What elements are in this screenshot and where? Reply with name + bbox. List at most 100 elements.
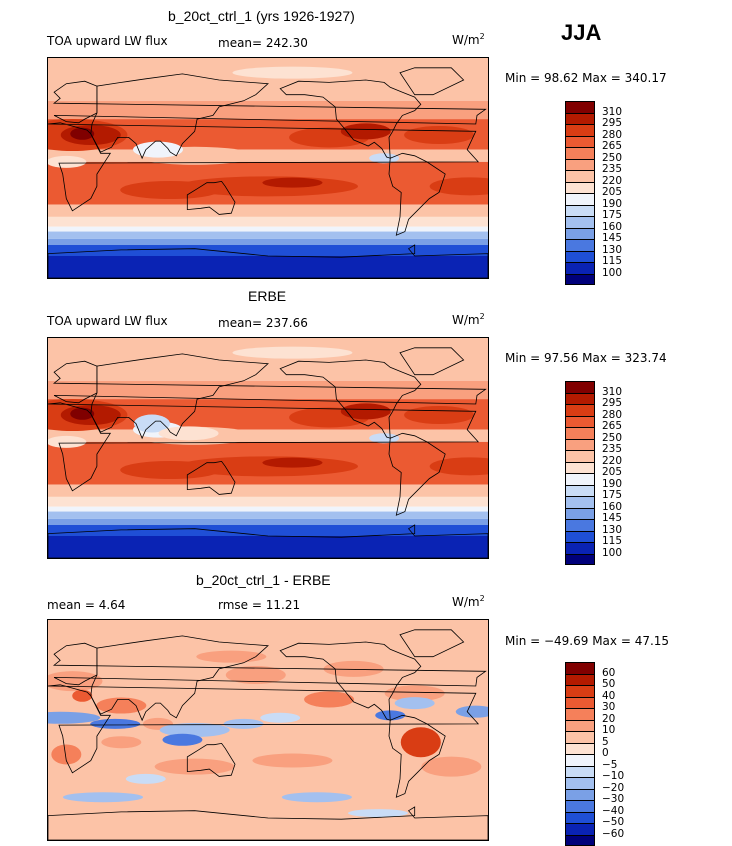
field-blob	[262, 457, 323, 468]
latitude-band	[48, 100, 488, 120]
colorbar-swatch	[565, 381, 595, 393]
colorbar-swatch	[565, 662, 595, 674]
panel-units-model: W/m2	[452, 32, 485, 47]
negative-anomaly	[223, 718, 264, 729]
colorbar-swatch	[565, 181, 595, 193]
coastline	[52, 80, 487, 125]
field-blob	[133, 414, 170, 433]
coastline	[90, 73, 269, 160]
coastline	[279, 79, 422, 159]
colorbar-swatch	[565, 507, 595, 519]
colorbar-swatch	[565, 542, 595, 554]
minmax-obs: Min = 97.56 Max = 323.74	[505, 351, 667, 365]
map-model-plot	[48, 58, 488, 278]
colorbar-diff	[565, 662, 595, 846]
latitude-band	[48, 216, 488, 227]
coastline	[388, 432, 446, 516]
colorbar-label: 265	[602, 140, 623, 152]
colorbar-swatch	[565, 101, 595, 113]
coastline	[48, 244, 488, 278]
positive-anomaly	[384, 685, 445, 702]
coastline	[48, 806, 488, 840]
negative-anomaly	[48, 711, 101, 724]
coastline	[388, 714, 446, 798]
colorbar-swatch	[565, 158, 595, 170]
colorbar-label: 310	[602, 385, 623, 398]
coastline	[186, 460, 236, 495]
colorbar-label: 115	[602, 535, 623, 547]
colorbar-label: 205	[602, 466, 623, 478]
colorbar-label: 175	[602, 209, 623, 221]
colorbar-label: 295	[602, 117, 623, 129]
field-blob	[232, 346, 353, 359]
latitude-band	[48, 511, 488, 519]
colorbar-swatch	[565, 204, 595, 216]
colorbar-swatch	[565, 135, 595, 147]
colorbar-label: −20	[602, 781, 625, 794]
colorbar-swatch	[565, 438, 595, 450]
colorbar-model	[565, 101, 595, 285]
colorbar-swatch	[565, 685, 595, 697]
colorbar-swatch	[565, 484, 595, 496]
positive-anomaly	[225, 666, 286, 684]
coastline	[48, 122, 480, 212]
latitude-band	[48, 58, 488, 101]
colorbar-label: 20	[602, 712, 616, 725]
colorbar-swatch	[565, 731, 595, 743]
positive-anomaly	[421, 756, 482, 777]
colorbar-label: 235	[602, 443, 623, 455]
field-blob	[232, 66, 353, 79]
colorbar-swatch	[565, 262, 595, 274]
colorbar-label: 145	[602, 512, 623, 524]
colorbar-swatch	[565, 742, 595, 754]
field-layer	[48, 58, 488, 278]
latitude-band	[48, 149, 488, 162]
coastlines	[48, 347, 488, 558]
coastline	[186, 742, 236, 777]
unit-exponent: 2	[479, 312, 485, 321]
colorbar-label: 250	[602, 151, 623, 164]
panel-units-obs: W/m2	[452, 312, 485, 327]
latitude-band	[48, 484, 488, 497]
coastline	[399, 347, 465, 376]
negative-anomaly	[90, 718, 141, 729]
colorbar-label: 220	[602, 174, 623, 187]
colorbar-swatch	[565, 250, 595, 262]
colorbar-swatch	[565, 719, 595, 731]
latitude-band	[48, 245, 488, 256]
latitude-band	[48, 226, 488, 232]
panel-mean-obs: mean= 237.66	[218, 316, 308, 330]
coastline	[90, 353, 269, 440]
negative-anomaly	[162, 733, 203, 746]
colorbar-label: 5	[602, 735, 609, 748]
unit-exponent: 2	[479, 32, 485, 41]
colorbar-swatch	[565, 170, 595, 182]
minmax-model: Min = 98.62 Max = 340.17	[505, 71, 667, 85]
field-layer	[48, 620, 488, 840]
map-obs-plot	[48, 338, 488, 558]
coastline	[52, 642, 487, 687]
field-blob	[340, 123, 391, 140]
colorbar-swatch	[565, 124, 595, 136]
colorbar-swatch	[565, 461, 595, 473]
colorbar-swatch	[565, 473, 595, 485]
field-blob	[120, 181, 221, 199]
colorbar-label: 100	[602, 546, 623, 559]
colorbar-label: −30	[602, 793, 625, 805]
panel-units-diff: W/m2	[452, 594, 485, 609]
colorbar-label: 0	[602, 747, 609, 759]
field-blob	[340, 403, 391, 420]
colorbar-swatch	[565, 788, 595, 800]
positive-anomaly	[51, 744, 82, 765]
coastline	[279, 359, 422, 439]
negative-anomaly	[159, 723, 230, 737]
colorbar-swatch	[565, 239, 595, 251]
colorbar-swatch	[565, 696, 595, 708]
colorbar-label: 235	[602, 163, 623, 175]
colorbar-label: 250	[602, 431, 623, 444]
coastline	[399, 629, 465, 658]
latitude-band	[48, 380, 488, 400]
colorbar-swatch	[565, 392, 595, 404]
negative-anomaly	[394, 697, 435, 710]
colorbar-swatch	[565, 216, 595, 228]
